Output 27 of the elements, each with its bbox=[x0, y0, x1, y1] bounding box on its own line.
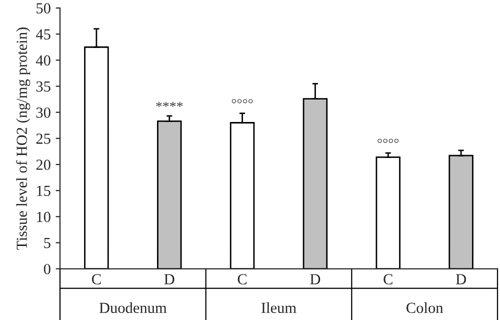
y-tick-label: 25 bbox=[36, 134, 50, 144]
x-tick-label: C bbox=[384, 274, 392, 284]
data-label: °°°° bbox=[232, 99, 253, 104]
x-tick-label: C bbox=[92, 274, 101, 284]
y-tick-label: 20 bbox=[36, 160, 50, 170]
text: Duodenum bbox=[99, 302, 167, 314]
x-tick-label: D bbox=[310, 274, 320, 284]
bar bbox=[376, 156, 400, 269]
y-tick-label: 15 bbox=[37, 186, 50, 196]
y-axis-title: Tissue level of HO2 (ng/mg protein) bbox=[16, 28, 30, 250]
x-tick-label: C bbox=[238, 274, 247, 284]
y-tick-label: 35 bbox=[36, 81, 50, 92]
y-tick-label: 40 bbox=[36, 55, 50, 66]
y-tick-label: 0 bbox=[44, 264, 50, 274]
bar bbox=[157, 120, 182, 269]
y-tick-label: 10 bbox=[37, 212, 50, 222]
y-tick-label: 45 bbox=[36, 29, 50, 40]
text: Colon bbox=[406, 302, 444, 314]
x-tick-label: D bbox=[164, 274, 174, 284]
text: Ileum bbox=[261, 302, 296, 314]
y-tick-label: 5 bbox=[44, 238, 50, 248]
data-label: °°°° bbox=[378, 138, 399, 143]
bar bbox=[448, 154, 474, 269]
data-label: **** bbox=[156, 102, 183, 107]
y-tick-label: 50 bbox=[36, 3, 50, 14]
y-tick-label: 30 bbox=[36, 107, 50, 118]
x-tick-label: D bbox=[456, 274, 466, 284]
